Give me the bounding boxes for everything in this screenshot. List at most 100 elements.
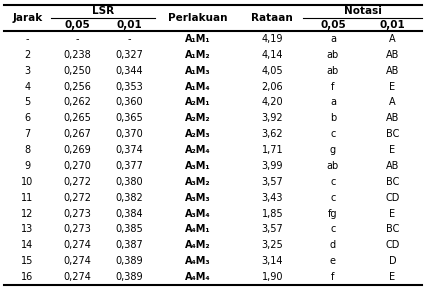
Text: 0,273: 0,273 [63, 209, 91, 218]
Text: 0,256: 0,256 [63, 81, 91, 92]
Text: f: f [331, 272, 335, 282]
Text: 0,344: 0,344 [115, 66, 143, 76]
Text: 0,274: 0,274 [63, 240, 91, 250]
Text: c: c [330, 129, 336, 139]
Text: d: d [330, 240, 336, 250]
Text: 0,360: 0,360 [115, 97, 143, 108]
Text: c: c [330, 193, 336, 203]
Text: Perlakuan: Perlakuan [168, 13, 228, 23]
Text: 4,19: 4,19 [262, 34, 283, 44]
Text: 2: 2 [24, 50, 31, 60]
Text: ab: ab [327, 161, 339, 171]
Text: CD: CD [385, 193, 400, 203]
Text: 0,389: 0,389 [115, 272, 143, 282]
Text: Rataan: Rataan [251, 13, 293, 23]
Text: Jarak: Jarak [12, 13, 43, 23]
Text: 0,382: 0,382 [115, 193, 143, 203]
Text: A: A [389, 34, 396, 44]
Text: E: E [389, 272, 395, 282]
Text: 5: 5 [24, 97, 31, 108]
Text: 0,274: 0,274 [63, 256, 91, 266]
Text: 9: 9 [24, 161, 31, 171]
Text: 0,389: 0,389 [115, 256, 143, 266]
Text: Notasi: Notasi [344, 6, 382, 16]
Text: -: - [75, 34, 79, 44]
Text: A: A [389, 97, 396, 108]
Text: A₃M₃: A₃M₃ [185, 193, 211, 203]
Text: ab: ab [327, 66, 339, 76]
Text: 0,365: 0,365 [115, 113, 143, 123]
Text: e: e [330, 256, 336, 266]
Text: BC: BC [386, 129, 399, 139]
Text: 0,250: 0,250 [63, 66, 91, 76]
Text: A₄M₃: A₄M₃ [185, 256, 211, 266]
Text: 0,380: 0,380 [115, 177, 143, 187]
Text: 3: 3 [24, 66, 31, 76]
Text: fg: fg [328, 209, 338, 218]
Text: A₄M₁: A₄M₁ [185, 225, 211, 234]
Text: b: b [330, 113, 336, 123]
Text: 0,384: 0,384 [115, 209, 143, 218]
Text: A₃M₂: A₃M₂ [185, 177, 211, 187]
Text: 0,01: 0,01 [380, 19, 405, 29]
Text: E: E [389, 209, 395, 218]
Text: 4,05: 4,05 [262, 66, 283, 76]
Text: ab: ab [327, 50, 339, 60]
Text: 3,43: 3,43 [262, 193, 283, 203]
Text: CD: CD [385, 240, 400, 250]
Text: A₄M₄: A₄M₄ [185, 272, 211, 282]
Text: 1,90: 1,90 [262, 272, 283, 282]
Text: g: g [330, 145, 336, 155]
Text: 14: 14 [21, 240, 34, 250]
Text: A₁M₂: A₁M₂ [185, 50, 211, 60]
Text: 0,270: 0,270 [63, 161, 91, 171]
Text: 0,272: 0,272 [63, 177, 91, 187]
Text: AB: AB [386, 113, 399, 123]
Text: 0,269: 0,269 [63, 145, 91, 155]
Text: A₃M₄: A₃M₄ [185, 209, 211, 218]
Text: A₂M₁: A₂M₁ [185, 97, 211, 108]
Text: 10: 10 [21, 177, 34, 187]
Text: 6: 6 [24, 113, 31, 123]
Text: 0,387: 0,387 [115, 240, 143, 250]
Text: AB: AB [386, 66, 399, 76]
Text: A₁M₁: A₁M₁ [185, 34, 211, 44]
Text: -: - [127, 34, 131, 44]
Text: a: a [330, 97, 336, 108]
Text: AB: AB [386, 161, 399, 171]
Text: A₄M₂: A₄M₂ [185, 240, 211, 250]
Text: f: f [331, 81, 335, 92]
Text: A₁M₃: A₁M₃ [185, 66, 211, 76]
Text: 3,57: 3,57 [262, 177, 283, 187]
Text: 4,14: 4,14 [262, 50, 283, 60]
Text: 0,377: 0,377 [115, 161, 143, 171]
Text: LSR: LSR [92, 6, 114, 16]
Text: 3,14: 3,14 [262, 256, 283, 266]
Text: 4,20: 4,20 [262, 97, 283, 108]
Text: 0,385: 0,385 [115, 225, 143, 234]
Text: AB: AB [386, 50, 399, 60]
Text: 0,327: 0,327 [115, 50, 143, 60]
Text: 0,272: 0,272 [63, 193, 91, 203]
Text: 12: 12 [21, 209, 34, 218]
Text: 16: 16 [21, 272, 34, 282]
Text: 3,99: 3,99 [262, 161, 283, 171]
Text: 13: 13 [21, 225, 34, 234]
Text: BC: BC [386, 225, 399, 234]
Text: 0,265: 0,265 [63, 113, 91, 123]
Text: c: c [330, 225, 336, 234]
Text: E: E [389, 81, 395, 92]
Text: 0,05: 0,05 [64, 19, 90, 29]
Text: 8: 8 [24, 145, 31, 155]
Text: 3,25: 3,25 [262, 240, 283, 250]
Text: 0,273: 0,273 [63, 225, 91, 234]
Text: 0,238: 0,238 [63, 50, 91, 60]
Text: D: D [389, 256, 396, 266]
Text: 0,374: 0,374 [115, 145, 143, 155]
Text: 0,274: 0,274 [63, 272, 91, 282]
Text: 0,01: 0,01 [116, 19, 142, 29]
Text: 2,06: 2,06 [262, 81, 283, 92]
Text: 0,370: 0,370 [115, 129, 143, 139]
Text: 4: 4 [24, 81, 31, 92]
Text: 3,57: 3,57 [262, 225, 283, 234]
